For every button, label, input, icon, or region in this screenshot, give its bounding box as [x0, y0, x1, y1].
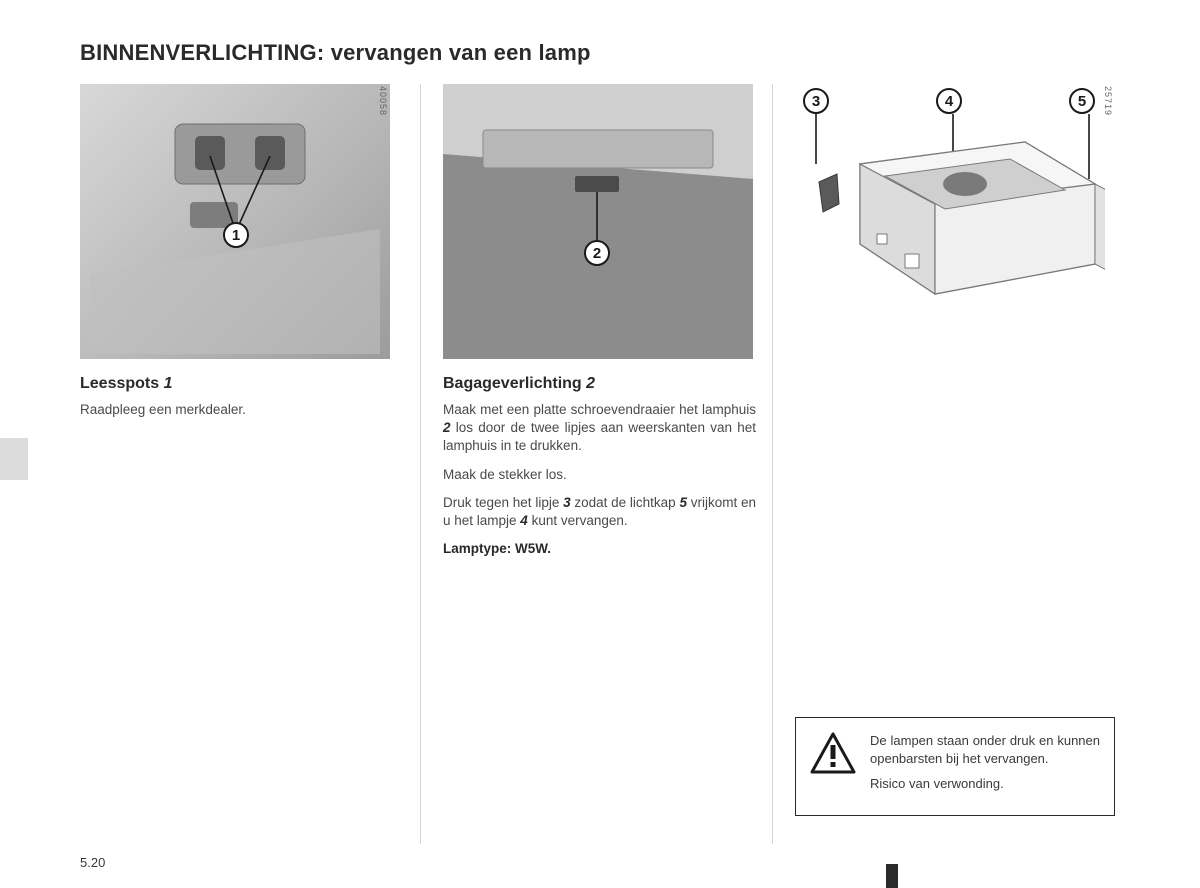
housing-lineart [815, 124, 1105, 324]
warning-text: De lampen staan onder druk en kunnen ope… [870, 732, 1100, 801]
footer-black-tab [886, 864, 898, 888]
figure-reading-lights: 40058 1 [80, 84, 390, 359]
warning-icon [810, 732, 856, 779]
warning-line-1: De lampen staan onder druk en kunnen ope… [870, 732, 1100, 767]
text-pry-housing: Maak met een platte schroevendraaier het… [443, 401, 756, 456]
subhead-leesspots: Leesspots 1 [80, 375, 404, 393]
callout-1: 1 [223, 222, 249, 248]
figure-luggage-light: 39989 2 [443, 84, 753, 359]
text-unplug: Maak de stekker los. [443, 466, 756, 484]
subhead-bagageverlichting: Bagageverlichting 2 [443, 375, 756, 393]
manual-page: BINNENVERLICHTING: vervangen van een lam… [0, 0, 1200, 888]
warning-line-2: Risico van verwonding. [870, 775, 1100, 793]
column-3: 25719 3 4 5 [772, 84, 1132, 844]
callout-2: 2 [584, 240, 610, 266]
text-consult-dealer: Raadpleeg een merkdealer. [80, 401, 404, 419]
column-1: 40058 1 Leesspots 1 Raadpleeg een merkde… [80, 84, 420, 844]
content-columns: 40058 1 Leesspots 1 Raadpleeg een merkde… [80, 84, 1140, 844]
warning-box: De lampen staan onder druk en kunnen ope… [795, 717, 1115, 816]
column-2: 39989 2 Bagageverlichting 2 Maak met een… [420, 84, 772, 844]
page-title: BINNENVERLICHTING: vervangen van een lam… [80, 40, 1140, 66]
text-press-tab: Druk tegen het lipje 3 zodat de lichtkap… [443, 494, 756, 530]
figure-lamp-housing: 25719 3 4 5 [795, 84, 1115, 334]
page-number: 5.20 [80, 855, 105, 870]
text-lamp-type: Lamptype: W5W. [443, 540, 756, 558]
figure-art-2 [443, 84, 753, 359]
